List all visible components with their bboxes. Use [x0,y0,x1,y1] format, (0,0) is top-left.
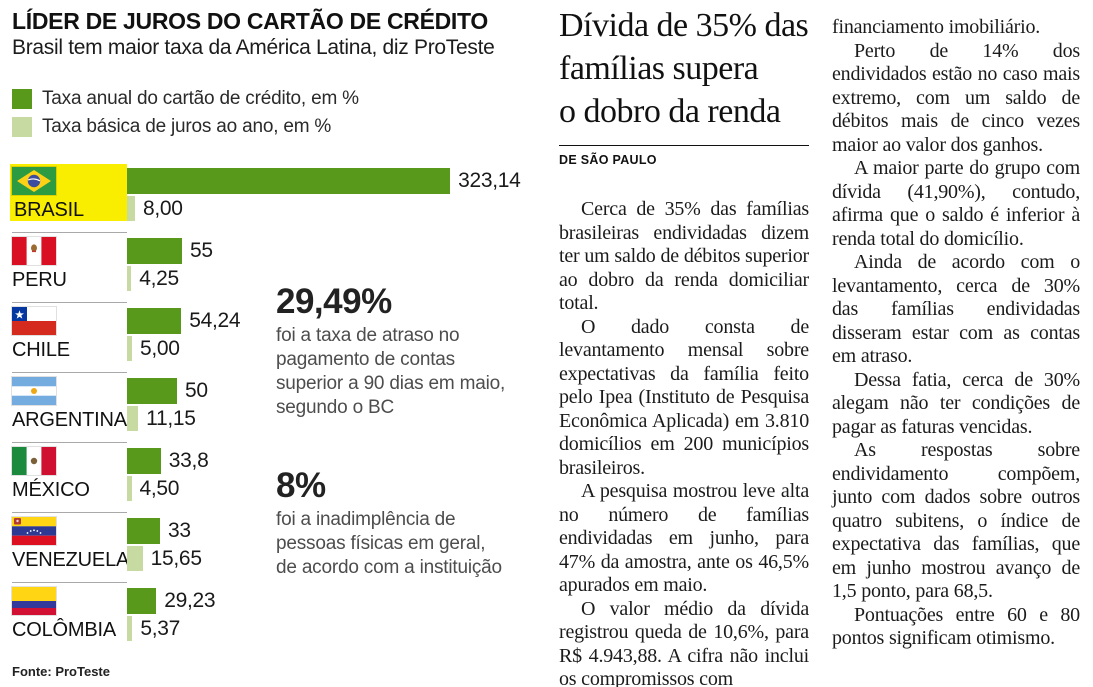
annual-rate-value: 33,8 [168,449,209,472]
callout-text: foi a taxa de atraso no pagamento de con… [276,325,506,418]
row-separator [12,372,127,373]
basic-rate-bar [127,196,135,221]
basic-rate-bar [127,616,133,641]
basic-rate-value: 15,65 [150,546,202,570]
row-separator [12,582,127,583]
infographic-subtitle: Brasil tem maior taxa da América Latina,… [12,36,495,59]
paragraph: O valor médio da dívida registrou queda … [559,597,809,687]
row-separator [12,442,127,443]
basic-rate-value: 8,00 [143,196,183,220]
annual-rate-value: 54,24 [189,309,241,332]
basic-rate-bar [127,406,139,431]
row-separator [12,302,127,303]
paragraph: Pontuações entre 60 e 80 pontos signific… [832,603,1080,650]
paragraph: Ainda de acordo com o levantamento, cerc… [832,251,1080,367]
paragraph: As respostas sobre endividamento compõem… [832,439,1080,602]
infographic-panel: LÍDER DE JUROS DO CARTÃO DE CRÉDITO Bras… [0,0,545,687]
paragraph: Dessa fatia, cerca de 30% alegam não ter… [832,368,1080,438]
paragraph: Perto de 14% dos endividados estão no ca… [832,39,1080,156]
article-column-1: Dívida de 35% das famílias supera o dobr… [559,4,809,687]
paragraph: A maior parte do grupo com dívida (41,90… [832,157,1080,250]
annual-rate-swatch-icon [12,88,32,109]
byline-rule [559,145,809,146]
annual-rate-value: 323,14 [458,169,521,192]
paragraph: O dado consta de levantamento mensal sob… [559,315,809,479]
basic-rate-value: 5,00 [140,336,180,360]
row-separator [12,232,127,233]
venezuela-flag-icon [11,516,57,546]
chart-row-mexico: MÉXICO 33,8 4,50 [0,442,545,512]
annual-rate-bar [127,588,157,614]
article-body-column-1: Cerca de 35% das famílias brasileiras en… [559,198,809,687]
callout-value: 8% [276,466,326,505]
callout-value: 29,49% [276,282,392,321]
basic-rate-swatch-icon [12,116,32,137]
annual-rate-bar [127,448,161,474]
annual-rate-value: 50 [185,379,208,402]
basic-rate-bar [127,336,132,361]
argentina-flag-icon [11,376,57,406]
annual-rate-value: 55 [190,239,213,262]
article-body-column-2: financiamento imobiliário. Perto de 14% … [832,16,1080,651]
chart-row-chile: CHILE 54,24 5,00 [0,302,545,372]
chile-flag-icon [11,306,57,336]
annual-rate-bar [127,308,182,334]
peru-flag-icon [11,236,57,266]
basic-rate-value: 5,37 [140,616,181,640]
callout-text: foi a inadimplência de pessoas físicas e… [276,509,502,578]
country-label: ARGENTINA [12,409,127,431]
brazil-flag-icon [11,166,57,196]
paragraph: financiamento imobiliário. [832,16,1041,38]
headline-line: Dívida de 35% das [559,7,809,44]
article-headline: Dívida de 35% das famílias supera o dobr… [559,4,809,133]
annual-rate-bar [127,518,160,544]
chart-source: Fonte: ProTeste [12,664,110,679]
basic-rate-bar [127,476,132,501]
headline-line: o dobro da renda [559,93,781,130]
country-label: CHILE [12,339,70,361]
mexico-flag-icon [11,446,57,476]
chart-row-brasil: BRASIL 323,14 8,00 [0,162,545,232]
article-column-2: financiamento imobiliário. Perto de 14% … [832,16,1080,651]
infographic-title: LÍDER DE JUROS DO CARTÃO DE CRÉDITO [12,8,488,34]
headline-line: famílias supera [559,50,759,87]
country-label: BRASIL [14,199,84,221]
chart-row-argentina: ARGENTINA 50 11,15 [0,372,545,442]
annual-rate-bar [127,168,451,194]
legend-item-annual: Taxa anual do cartão de crédito, em % [12,88,359,109]
article-byline: DE SÃO PAULO [559,153,657,167]
paragraph: A pesquisa mostrou leve alta no número d… [559,480,809,596]
country-label: PERU [12,269,67,291]
basic-rate-value: 4,50 [139,476,180,500]
chart-row-colombia: COLÔMBIA 29,23 5,37 [0,582,545,652]
legend-label: Taxa básica de juros ao ano, em % [42,115,332,137]
row-separator [12,512,127,513]
paragraph: Cerca de 35% das famílias brasileiras en… [559,198,809,314]
annual-rate-value: 29,23 [164,589,216,612]
callout-default-rate: 8% foi a inadimplência de pessoas física… [276,468,511,580]
basic-rate-bar [127,546,143,571]
chart-legend: Taxa anual do cartão de crédito, em % Ta… [12,88,359,144]
basic-rate-value: 4,25 [139,266,179,290]
legend-label: Taxa anual do cartão de crédito, em % [42,87,359,109]
annual-rate-bar [127,238,182,264]
basic-rate-bar [127,266,132,291]
annual-rate-value: 33 [168,519,191,542]
country-label: VENEZUELA [12,549,130,571]
country-label: COLÔMBIA [12,619,116,641]
basic-rate-value: 11,15 [146,406,196,430]
country-label: MÉXICO [12,479,90,501]
callout-late-payment: 29,49% foi a taxa de atraso no pagamento… [276,284,511,420]
colombia-flag-icon [11,586,57,616]
chart-row-venezuela: VENEZUELA 33 15,65 [0,512,545,582]
chart-row-peru: PERU 55 4,25 [0,232,545,302]
annual-rate-bar [127,378,177,404]
legend-item-basic: Taxa básica de juros ao ano, em % [12,116,359,137]
